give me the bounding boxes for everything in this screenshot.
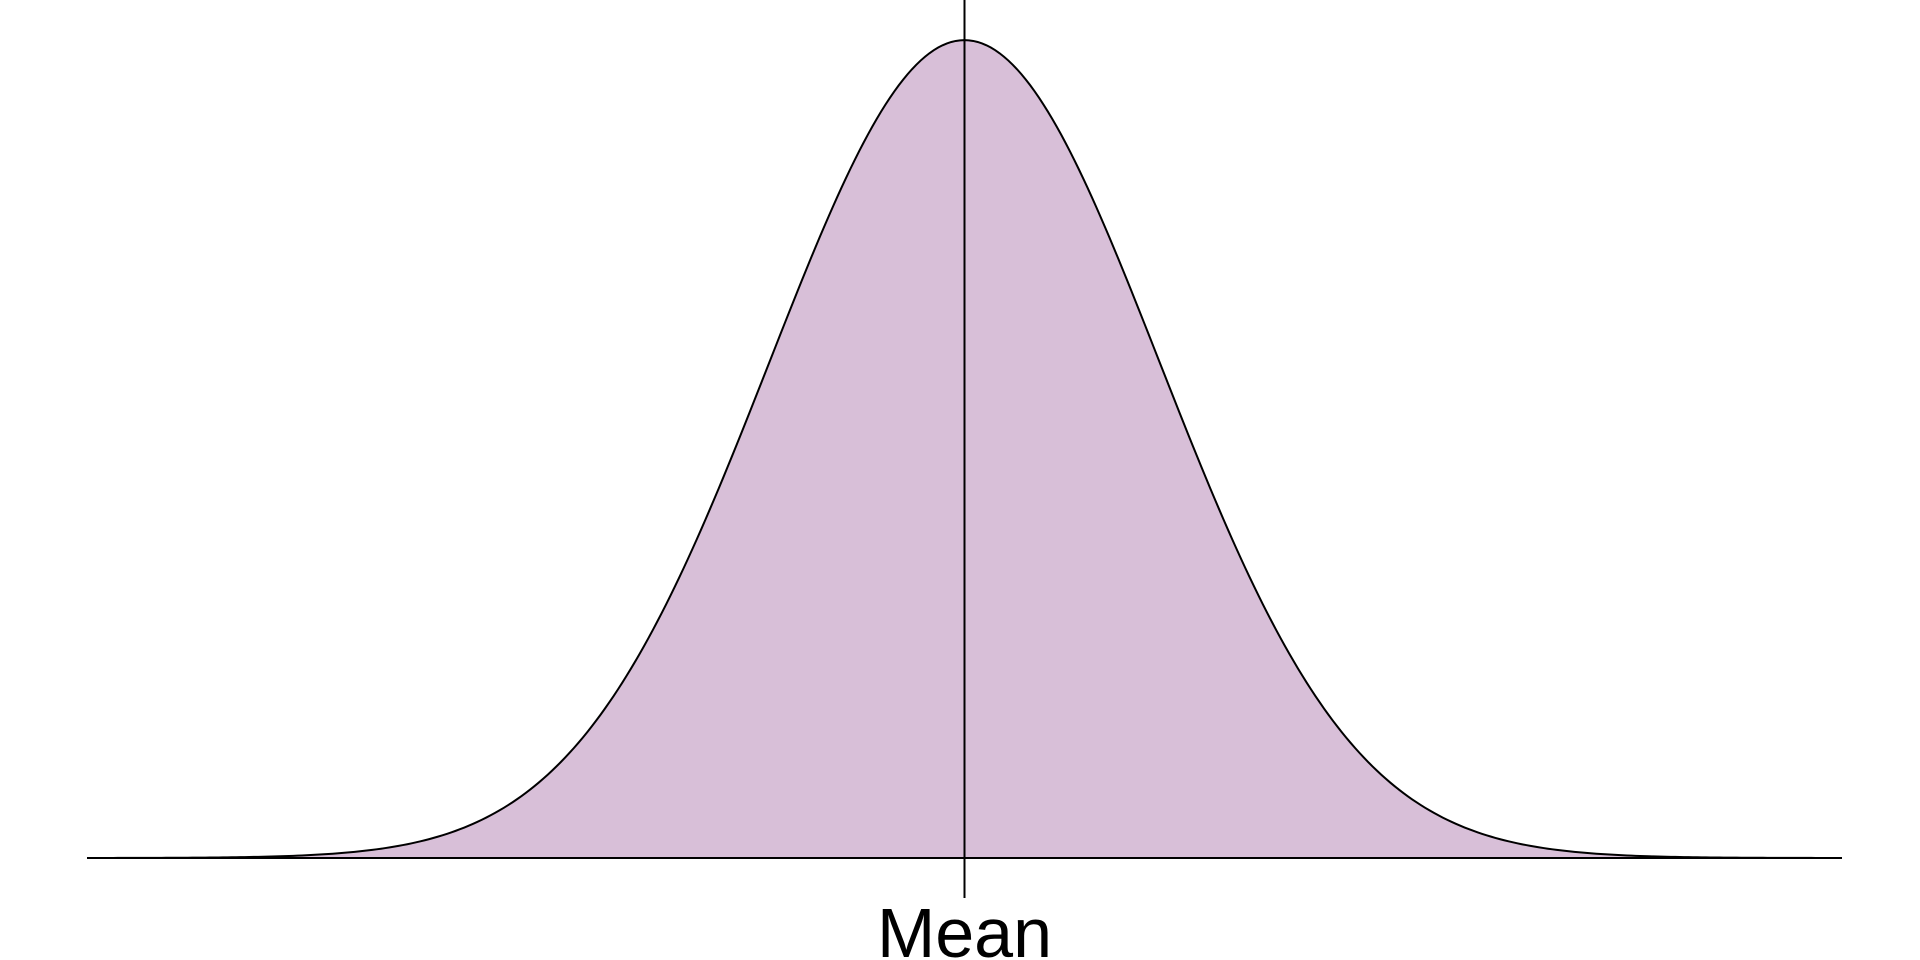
mean-label: Mean bbox=[877, 894, 1052, 960]
